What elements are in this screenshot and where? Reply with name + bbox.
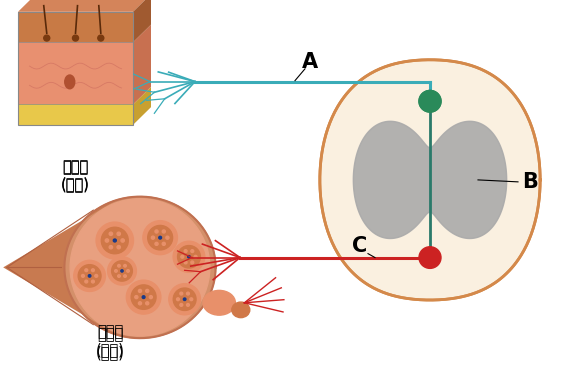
Circle shape: [169, 284, 201, 315]
Circle shape: [183, 298, 186, 301]
Circle shape: [109, 232, 112, 236]
Circle shape: [127, 270, 129, 272]
Circle shape: [98, 35, 104, 41]
Circle shape: [135, 295, 138, 299]
Circle shape: [186, 304, 189, 306]
Circle shape: [118, 275, 121, 277]
Circle shape: [138, 290, 142, 292]
Polygon shape: [133, 0, 151, 42]
Circle shape: [44, 35, 50, 41]
Circle shape: [178, 246, 201, 268]
Circle shape: [419, 90, 441, 112]
Circle shape: [112, 261, 132, 281]
FancyBboxPatch shape: [18, 42, 133, 105]
Circle shape: [70, 199, 210, 336]
Circle shape: [155, 230, 158, 233]
Text: 반응기
(근육): 반응기 (근육): [96, 327, 125, 360]
Circle shape: [419, 90, 441, 112]
Circle shape: [176, 298, 179, 301]
Circle shape: [82, 275, 84, 277]
Circle shape: [159, 236, 162, 239]
Text: 감각기
(피부): 감각기 (피부): [61, 160, 89, 193]
Circle shape: [142, 296, 145, 298]
Circle shape: [191, 261, 193, 264]
Polygon shape: [320, 60, 540, 300]
Circle shape: [194, 255, 197, 258]
FancyBboxPatch shape: [18, 12, 133, 42]
Polygon shape: [18, 0, 151, 12]
Circle shape: [131, 285, 156, 309]
Circle shape: [180, 292, 183, 295]
Text: C: C: [352, 236, 368, 256]
Circle shape: [186, 292, 189, 295]
Circle shape: [173, 288, 196, 310]
Text: 감각기
(피부): 감각기 (피부): [61, 159, 89, 192]
Circle shape: [101, 227, 128, 254]
Circle shape: [184, 261, 187, 264]
Circle shape: [105, 239, 109, 242]
Circle shape: [190, 298, 193, 301]
FancyBboxPatch shape: [18, 105, 133, 125]
Circle shape: [126, 280, 161, 314]
Circle shape: [191, 250, 193, 252]
Circle shape: [184, 250, 187, 252]
Circle shape: [121, 239, 124, 242]
Circle shape: [109, 246, 112, 249]
Circle shape: [72, 35, 79, 41]
Circle shape: [85, 269, 88, 272]
Circle shape: [188, 255, 191, 258]
Circle shape: [92, 280, 94, 283]
Circle shape: [155, 242, 158, 246]
Circle shape: [78, 265, 101, 287]
Circle shape: [162, 230, 165, 233]
Circle shape: [85, 280, 88, 283]
Circle shape: [95, 275, 98, 277]
Circle shape: [88, 275, 91, 277]
Circle shape: [138, 302, 142, 305]
Text: A: A: [302, 52, 318, 72]
Circle shape: [146, 290, 149, 292]
Circle shape: [118, 265, 121, 267]
Circle shape: [166, 236, 169, 239]
Circle shape: [74, 260, 105, 291]
Circle shape: [113, 239, 116, 242]
Circle shape: [117, 246, 121, 249]
Circle shape: [146, 302, 149, 305]
Ellipse shape: [65, 75, 75, 89]
Polygon shape: [3, 200, 116, 335]
Circle shape: [92, 269, 94, 272]
Circle shape: [419, 247, 441, 268]
Polygon shape: [133, 87, 151, 125]
Circle shape: [123, 275, 126, 277]
Circle shape: [123, 265, 126, 267]
Ellipse shape: [232, 302, 250, 318]
Circle shape: [173, 241, 205, 272]
Polygon shape: [353, 121, 507, 239]
Text: B: B: [522, 172, 538, 192]
Circle shape: [180, 304, 183, 306]
Ellipse shape: [203, 290, 235, 315]
Circle shape: [149, 295, 152, 299]
Circle shape: [143, 221, 178, 255]
Circle shape: [117, 232, 121, 236]
Circle shape: [121, 270, 123, 272]
Polygon shape: [133, 25, 151, 105]
Circle shape: [148, 225, 173, 250]
Polygon shape: [65, 197, 216, 338]
Circle shape: [162, 242, 165, 246]
Circle shape: [108, 257, 136, 285]
Circle shape: [96, 222, 133, 259]
Circle shape: [115, 270, 117, 272]
Circle shape: [151, 236, 155, 239]
Circle shape: [181, 255, 183, 258]
Text: 반응기
(근육): 반응기 (근육): [96, 324, 125, 357]
